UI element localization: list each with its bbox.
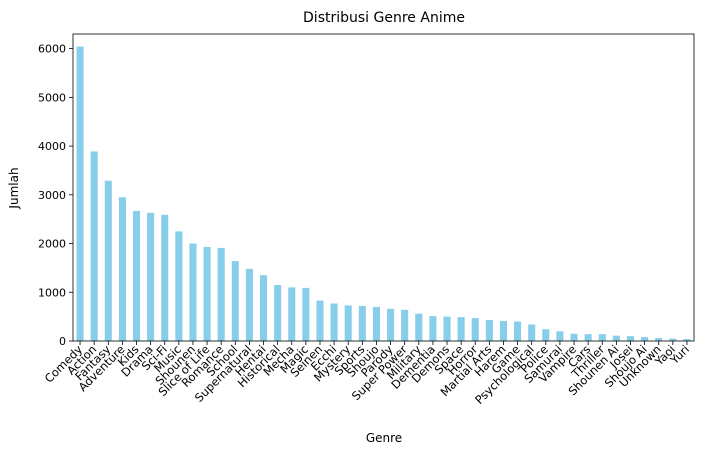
- bar-sports: [358, 305, 366, 341]
- bar-ecchi: [330, 303, 338, 341]
- x-axis-label: Genre: [366, 431, 402, 445]
- bar-school: [231, 261, 239, 341]
- bar-drama: [147, 212, 155, 341]
- bar-fantasy: [104, 180, 112, 341]
- y-axis-ticks: 0 1000 2000 3000 4000 5000 6000: [38, 43, 73, 348]
- bar-kids: [132, 210, 141, 341]
- bar-super-power: [401, 309, 409, 341]
- bars-group: [76, 46, 691, 342]
- y-tick-label: 2000: [38, 238, 66, 251]
- bar-slice-of-life: [203, 246, 211, 341]
- bar-mystery: [344, 305, 352, 341]
- bar-action: [90, 151, 98, 341]
- bar-psychological: [528, 324, 536, 341]
- bar-shoujo: [372, 306, 380, 341]
- bar-horror: [471, 318, 479, 341]
- bar-shounen: [189, 243, 197, 341]
- bar-vampire: [570, 333, 578, 341]
- y-tick-label: 3000: [38, 189, 66, 202]
- bar-historical: [274, 284, 282, 341]
- bar-mecha: [288, 287, 296, 341]
- bar-police: [542, 329, 550, 341]
- bar-parody: [387, 308, 395, 341]
- bar-military: [415, 313, 423, 341]
- bar-thriller: [598, 334, 606, 341]
- x-axis-ticks: ComedyActionFantasyAdventureKidsDramaSci…: [42, 341, 692, 407]
- bar-yaoi: [669, 338, 677, 341]
- bar-comedy: [76, 46, 84, 342]
- bar-hentai: [260, 275, 268, 341]
- bar-sci-fi: [161, 214, 169, 341]
- y-tick-label: 6000: [38, 43, 66, 56]
- bar-adventure: [118, 197, 126, 341]
- y-axis-label: Jumlah: [7, 167, 21, 209]
- bar-space: [457, 317, 465, 341]
- bar-dementia: [429, 316, 437, 341]
- bar-josei: [626, 336, 635, 341]
- bar-shoujo-ai: [641, 337, 649, 341]
- plot-frame: [72, 33, 695, 342]
- bar-romance: [217, 247, 225, 341]
- y-tick-label: 0: [59, 335, 66, 348]
- bar-seinen: [316, 300, 324, 341]
- chart-title: Distribusi Genre Anime: [303, 10, 465, 26]
- y-tick-label: 5000: [38, 91, 66, 104]
- bar-cars: [584, 334, 592, 341]
- bar-magic: [302, 287, 310, 341]
- bar-unknown: [655, 338, 663, 341]
- bar-game: [514, 321, 522, 341]
- y-tick-label: 1000: [38, 286, 66, 299]
- y-tick-label: 4000: [38, 140, 66, 153]
- bar-martial-arts: [485, 320, 493, 341]
- bar-yuri: [683, 339, 691, 341]
- bar-harem: [499, 321, 507, 341]
- bar-supernatural: [245, 268, 253, 341]
- bar-shounen-ai: [612, 335, 620, 341]
- bar-samurai: [556, 331, 564, 341]
- bar-music: [175, 231, 183, 341]
- bar-demons: [443, 316, 451, 341]
